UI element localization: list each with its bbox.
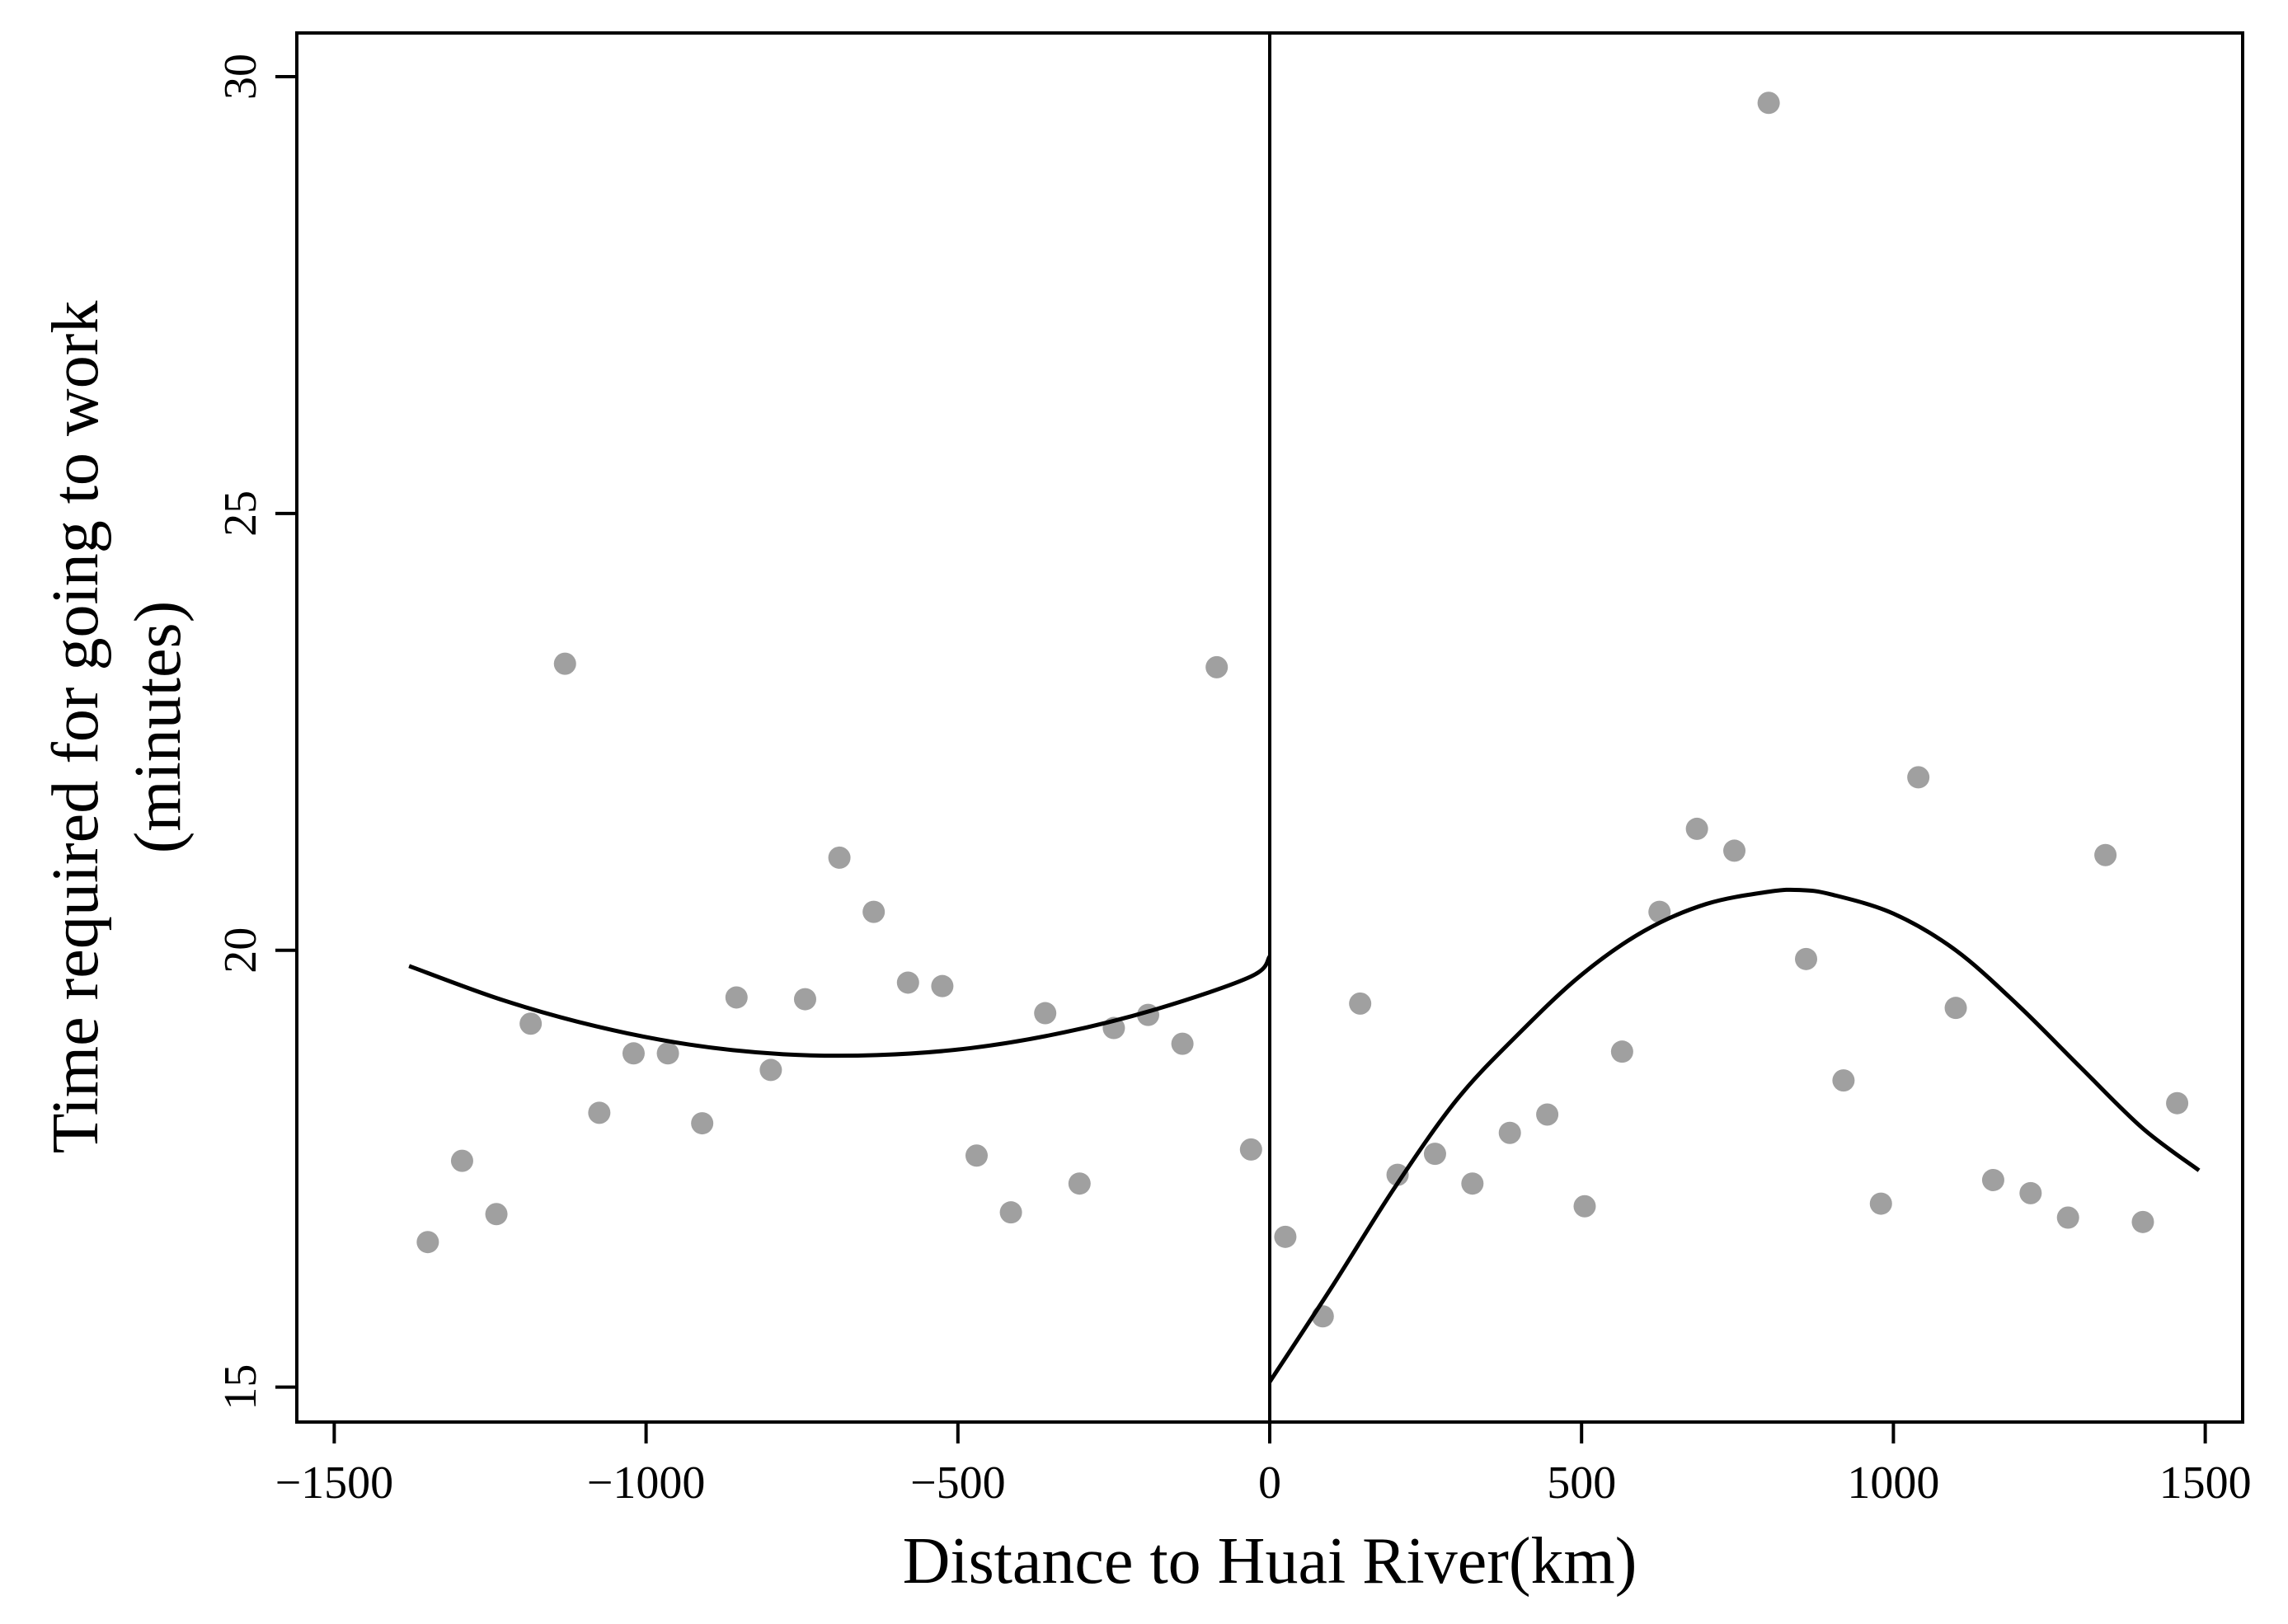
y-axis-title: Time required for going to work (minutes… — [40, 301, 195, 1154]
data-point — [965, 1144, 988, 1167]
data-point — [1573, 1195, 1596, 1218]
plot-marks: −1500 −1000 −500 0 500 1000 1500 15 20 25 30 — [215, 33, 2252, 1509]
data-point — [1869, 1192, 1892, 1215]
data-point — [1648, 900, 1671, 923]
fit-curve-right — [1267, 887, 2201, 1383]
data-point — [999, 1201, 1022, 1224]
data-point — [1685, 817, 1708, 840]
y-axis-title-line-1: Time required for going to work — [40, 301, 112, 1154]
x-tick-label: 1500 — [2159, 1457, 2252, 1509]
data-point — [622, 1042, 645, 1065]
data-point — [1461, 1172, 1484, 1195]
data-point — [1944, 997, 1967, 1020]
data-point — [1386, 1163, 1409, 1186]
x-tick-label: −500 — [910, 1457, 1006, 1509]
data-point — [1205, 655, 1229, 678]
data-point — [2056, 1206, 2079, 1229]
data-point — [725, 986, 748, 1009]
data-point — [1610, 1040, 1633, 1063]
data-point — [2094, 843, 2117, 866]
data-point — [691, 1112, 714, 1135]
x-tick-label: 0 — [1258, 1457, 1281, 1509]
x-axis-title: Distance to Huai River(km) — [903, 1525, 1637, 1598]
data-point — [656, 1042, 679, 1065]
y-tick-label: 30 — [215, 54, 266, 100]
y-axis-title-line-2: (minutes) — [122, 601, 195, 854]
data-point — [759, 1058, 782, 1082]
plot-frame — [295, 31, 2244, 1424]
data-point — [1274, 1225, 1297, 1248]
data-point — [793, 988, 816, 1011]
data-point — [2019, 1181, 2042, 1204]
data-point — [1981, 1168, 2004, 1191]
data-point — [1795, 947, 1818, 970]
data-point — [1349, 992, 1372, 1015]
data-point — [519, 1012, 543, 1035]
data-point — [1239, 1138, 1262, 1161]
data-point — [862, 900, 886, 923]
data-point — [553, 652, 576, 675]
data-point — [588, 1101, 611, 1124]
data-point — [1757, 92, 1780, 115]
fit-curve-left — [408, 955, 1272, 1058]
data-point — [828, 846, 851, 869]
x-tick-label: 500 — [1547, 1457, 1616, 1509]
y-tick-label: 25 — [215, 490, 266, 537]
data-point — [1068, 1172, 1091, 1195]
data-point — [1498, 1121, 1521, 1144]
data-point — [1723, 839, 1746, 862]
data-point — [416, 1231, 439, 1254]
data-point — [485, 1203, 508, 1226]
data-point — [2166, 1091, 2189, 1115]
data-point — [2131, 1210, 2154, 1233]
x-tick-label: 1000 — [1847, 1457, 1939, 1509]
data-point — [450, 1149, 473, 1172]
x-tick-label: −1500 — [275, 1457, 394, 1509]
data-point — [1832, 1069, 1855, 1092]
data-point — [1423, 1143, 1446, 1166]
y-tick-label: 15 — [215, 1364, 266, 1410]
y-tick-label: 20 — [215, 927, 266, 974]
data-point — [1907, 766, 1930, 789]
x-tick-label: −1000 — [587, 1457, 706, 1509]
data-point — [931, 974, 954, 997]
data-point — [896, 971, 919, 994]
data-point — [1171, 1032, 1194, 1055]
data-point — [1034, 1002, 1057, 1025]
data-point — [1536, 1103, 1559, 1126]
